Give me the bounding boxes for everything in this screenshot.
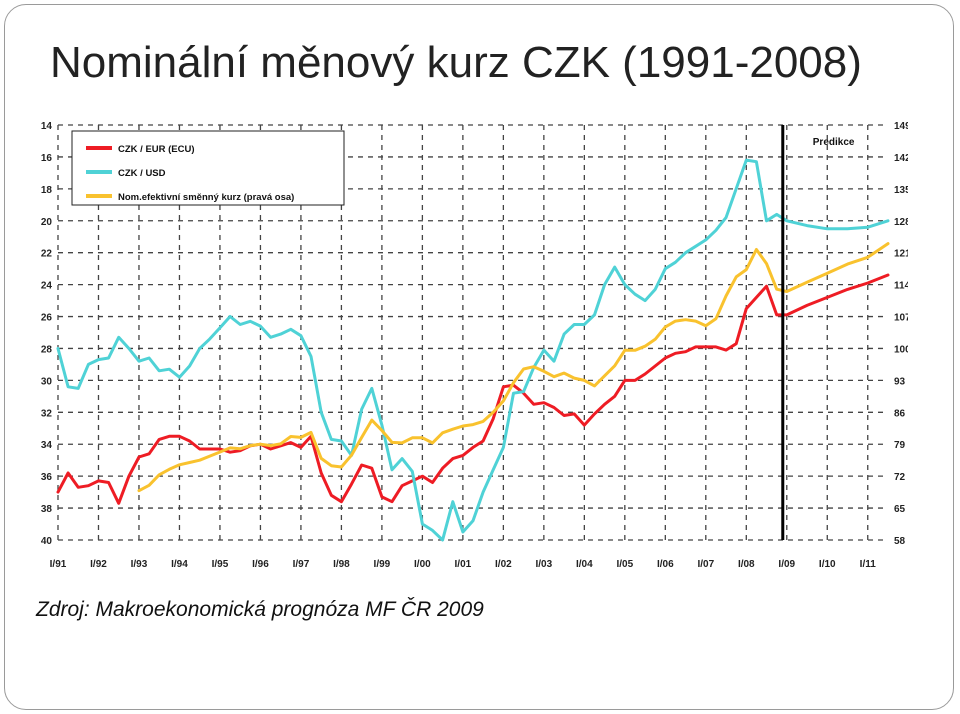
right-tick-label: 79 <box>894 440 906 451</box>
x-axis-ticks: I/91 I/92 I/93 I/94 I/95 I/96 I/97 I/98 I/99 I/00… <box>50 559 877 570</box>
right-tick-label: 121 <box>894 249 908 260</box>
left-tick-label: 24 <box>41 281 53 292</box>
chart-legend: CZK / EUR (ECU) CZK / USD Nom.efektivní sm… <box>71 130 345 206</box>
page-title: Nominální měnový kurz CZK (1991-2008) <box>50 38 862 87</box>
x-tick-label: I/98 <box>333 559 350 570</box>
right-tick-label: 100 <box>894 344 908 355</box>
left-tick-label: 32 <box>41 408 53 419</box>
x-tick-label: I/92 <box>90 559 107 570</box>
series-line <box>56 158 890 542</box>
right-tick-label: 72 <box>894 472 906 483</box>
right-tick-label: 65 <box>894 504 906 515</box>
legend-label: CZK / USD <box>118 168 166 179</box>
x-tick-label: I/02 <box>495 559 512 570</box>
x-tick-label: I/08 <box>738 559 755 570</box>
series-line <box>56 273 890 505</box>
exchange-rate-chart: 14 16 18 20 22 24 26 28 30 32 34 36 38 40 149 142 135 12… <box>28 110 908 580</box>
right-tick-label: 142 <box>894 153 908 164</box>
series-lines <box>56 158 890 542</box>
x-tick-label: I/95 <box>212 559 229 570</box>
x-tick-label: I/10 <box>819 559 836 570</box>
right-tick-label: 93 <box>894 376 906 387</box>
x-tick-label: I/07 <box>697 559 714 570</box>
left-tick-label: 16 <box>41 153 53 164</box>
right-tick-label: 149 <box>894 121 908 132</box>
left-tick-label: 34 <box>41 440 53 451</box>
x-tick-label: I/01 <box>455 559 472 570</box>
left-tick-label: 40 <box>41 536 53 547</box>
x-tick-label: I/91 <box>50 559 67 570</box>
x-tick-label: I/06 <box>657 559 674 570</box>
left-tick-label: 20 <box>41 217 53 228</box>
left-tick-label: 18 <box>41 185 53 196</box>
x-tick-label: I/93 <box>131 559 148 570</box>
left-tick-label: 26 <box>41 313 53 324</box>
x-tick-label: I/03 <box>536 559 553 570</box>
left-tick-label: 22 <box>41 249 53 260</box>
left-tick-label: 30 <box>41 376 53 387</box>
x-tick-label: I/00 <box>414 559 431 570</box>
x-tick-label: I/96 <box>252 559 269 570</box>
right-tick-label: 114 <box>894 281 908 292</box>
x-tick-label: I/94 <box>171 559 188 570</box>
right-tick-label: 107 <box>894 313 908 324</box>
right-axis-ticks: 149 142 135 128 121 114 107 100 93 86 79 72 65 58 <box>894 121 908 547</box>
x-tick-label: I/11 <box>860 559 877 570</box>
legend-label: Nom.efektivní směnný kurz (pravá osa) <box>118 192 294 203</box>
legend-label: CZK / EUR (ECU) <box>118 144 195 155</box>
chart-grid <box>57 124 888 541</box>
x-tick-label: I/09 <box>778 559 795 570</box>
x-tick-label: I/04 <box>576 559 593 570</box>
source-note: Zdroj: Makroekonomická prognóza MF ČR 20… <box>36 598 484 621</box>
series-line <box>137 242 890 493</box>
legend-box <box>71 130 345 206</box>
right-tick-label: 86 <box>894 408 906 419</box>
left-axis-ticks: 14 16 18 20 22 24 26 28 30 32 34 36 38 40 <box>41 121 53 547</box>
x-tick-label: I/99 <box>374 559 391 570</box>
x-tick-label: I/97 <box>293 559 310 570</box>
right-tick-label: 58 <box>894 536 906 547</box>
left-tick-label: 28 <box>41 344 53 355</box>
x-tick-label: I/05 <box>616 559 633 570</box>
right-tick-label: 135 <box>894 185 908 196</box>
forecast-label: Predikce <box>813 137 855 148</box>
left-tick-label: 36 <box>41 472 53 483</box>
left-tick-label: 14 <box>41 121 53 132</box>
left-tick-label: 38 <box>41 504 53 515</box>
right-tick-label: 128 <box>894 217 908 228</box>
